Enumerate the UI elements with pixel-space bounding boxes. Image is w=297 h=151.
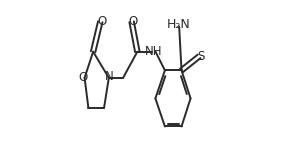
Text: O: O (78, 71, 88, 84)
Text: O: O (97, 15, 107, 28)
Text: S: S (198, 50, 205, 63)
Text: H₂N: H₂N (167, 18, 190, 31)
Text: NH: NH (145, 45, 162, 58)
Text: O: O (129, 14, 138, 28)
Text: N: N (105, 70, 113, 83)
